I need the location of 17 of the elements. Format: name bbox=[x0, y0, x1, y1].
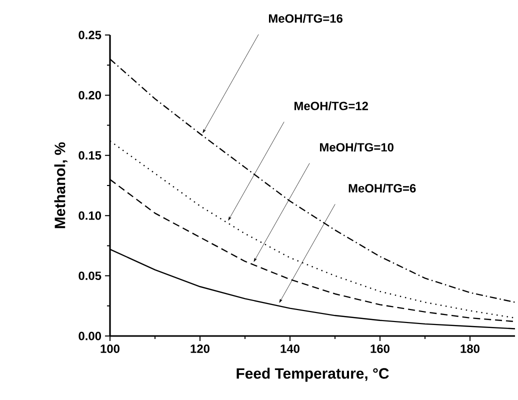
y-tick-label: 0.20 bbox=[78, 90, 102, 100]
y-tick-label: 0.10 bbox=[78, 211, 102, 220]
y-tick-label: 0.15 bbox=[78, 151, 102, 160]
x-tick-label: 160 bbox=[370, 344, 390, 353]
x-tick-label: 100 bbox=[100, 344, 120, 353]
text: MeOH/TG=16 bbox=[268, 14, 343, 23]
annotation: MeOH/TG=6 bbox=[348, 184, 416, 193]
y-axis-title: Methanol, % bbox=[54, 142, 68, 228]
x-tick-label: 180 bbox=[460, 344, 480, 353]
x-axis-title: Feed Temperature, °C bbox=[236, 368, 389, 382]
y-tick-label: 0.00 bbox=[78, 332, 102, 340]
annotation: MeOH/TG=10 bbox=[320, 142, 394, 152]
annotation: MeOH/TG=12 bbox=[294, 101, 368, 110]
y-tick-label: 0.05 bbox=[78, 272, 102, 280]
y-tick-label: 0.25 bbox=[78, 30, 102, 40]
x-tick-label: 140 bbox=[280, 344, 300, 353]
x-tick-label: 120 bbox=[190, 344, 210, 353]
